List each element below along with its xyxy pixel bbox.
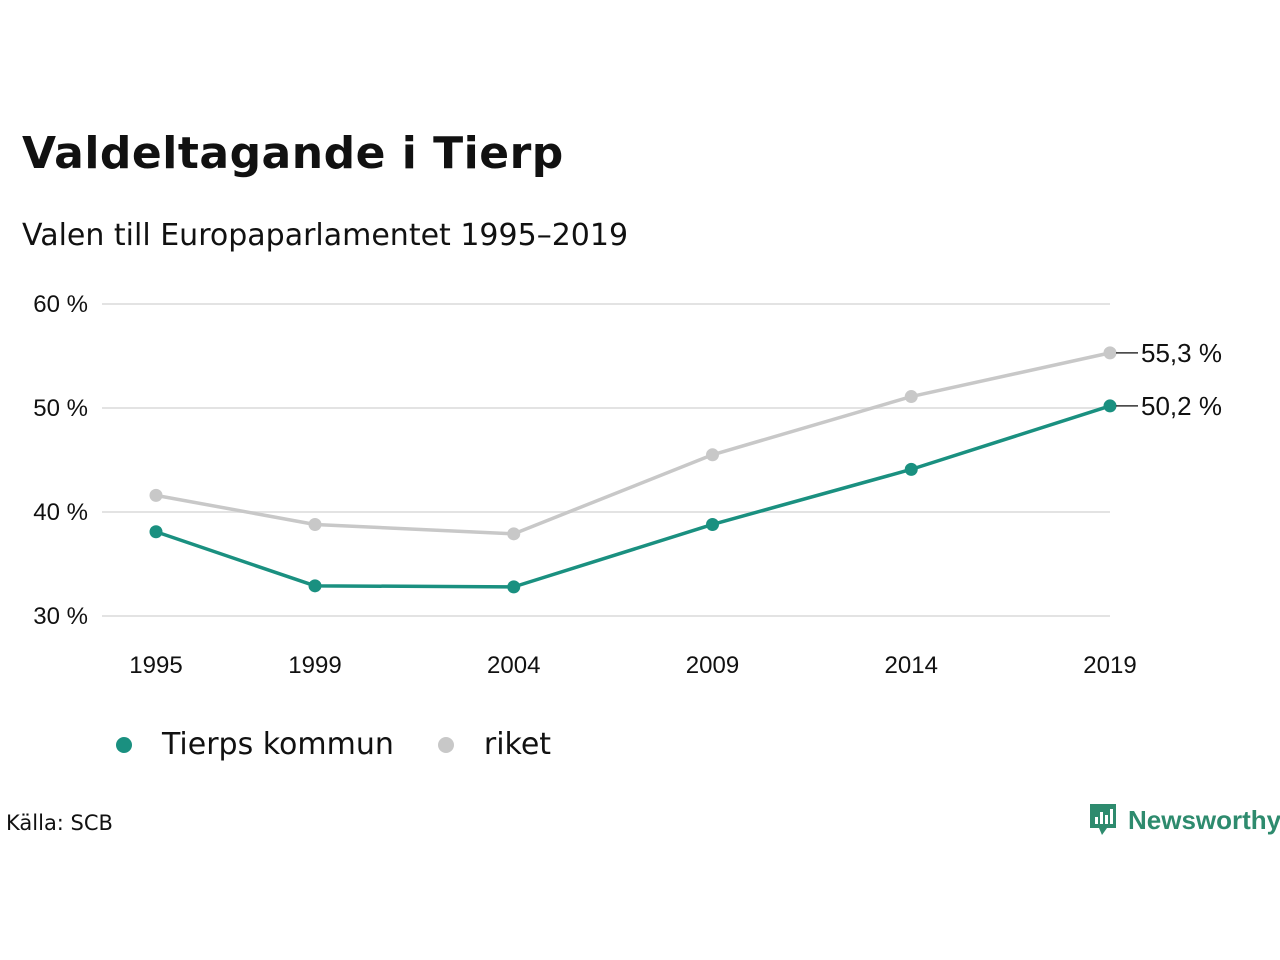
legend-label: Tierps kommun (162, 727, 394, 762)
data-point (904, 462, 918, 476)
chart-subtitle: Valen till Europaparlamentet 1995–2019 (22, 218, 629, 253)
x-tick-label: 2004 (487, 652, 540, 679)
data-point (308, 517, 322, 531)
y-tick-label: 50 % (33, 395, 88, 422)
brand-name: Newsworthy (1128, 804, 1280, 835)
data-point (706, 448, 719, 462)
data-point (308, 579, 322, 593)
y-axis-ticks: 30 % 40 % 50 % 60 % (33, 291, 88, 630)
x-tick-label: 1999 (288, 652, 341, 679)
data-point (507, 580, 521, 594)
legend-dot-icon (116, 736, 132, 753)
data-point (904, 390, 918, 404)
data-point (1103, 346, 1117, 360)
legend-item-riket: riket (437, 727, 552, 762)
x-tick-label: 2019 (1083, 652, 1136, 679)
series-line (155, 404, 1111, 589)
legend-label: riket (483, 727, 552, 762)
data-point (1103, 399, 1117, 413)
legend-item-tierp: Tierps kommun (116, 727, 394, 762)
data-point (149, 488, 163, 502)
end-label: 50,2 % (1141, 391, 1222, 421)
data-point (507, 527, 521, 541)
x-tick-label: 2009 (686, 652, 739, 679)
data-point (706, 517, 719, 531)
end-labels: 55,3 % 50,2 % (1116, 338, 1222, 421)
x-tick-label: 1995 (129, 652, 182, 679)
y-tick-label: 30 % (33, 603, 88, 630)
end-label: 55,3 % (1141, 338, 1222, 368)
legend: Tierps kommun riket (116, 727, 595, 762)
series-group (149, 346, 1117, 594)
brand-logo: Newsworthy (1088, 802, 1280, 838)
series-line (155, 351, 1111, 536)
chart-title: Valdeltagande i Tierp (22, 128, 564, 179)
legend-dot-icon (437, 736, 454, 753)
line-chart: 30 % 40 % 50 % 60 % 1995 1999 2004 2009 2014 201… (33, 291, 1222, 679)
y-tick-label: 40 % (33, 499, 88, 526)
data-point (149, 525, 163, 539)
source-note: Källa: SCB (6, 811, 113, 835)
x-axis-ticks: 1995 1999 2004 2009 2014 2019 (129, 652, 1136, 679)
gridlines (102, 303, 1110, 617)
newsworthy-logo-icon (1090, 804, 1116, 835)
x-tick-label: 2014 (885, 652, 938, 679)
y-tick-label: 60 % (33, 291, 88, 318)
